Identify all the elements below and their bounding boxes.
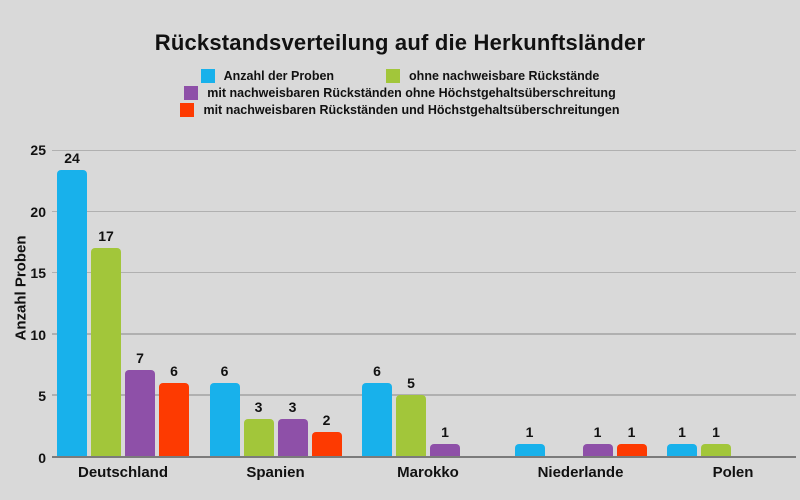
bar-value-label: 1 <box>678 423 686 440</box>
bar-group: 24 17 7 6 <box>57 150 189 456</box>
bar-slot: 1 <box>616 150 647 456</box>
bar-slot: 1 <box>430 150 460 456</box>
bar-value-label: 1 <box>441 423 449 440</box>
bar <box>514 443 545 456</box>
y-tick-label: 20 <box>30 203 46 220</box>
bar-value-label: 1 <box>712 423 720 440</box>
bar-value-label: 3 <box>254 399 263 416</box>
legend-swatch-icon <box>180 103 195 117</box>
bar-slot: 5 <box>396 150 426 456</box>
chart-title: Rückstandsverteilung auf die Herkunftslä… <box>154 30 646 55</box>
bar-value-label: 24 <box>64 150 80 166</box>
bar <box>57 170 87 456</box>
bar-slot: 1 <box>514 150 545 456</box>
gridline <box>52 271 796 274</box>
bar-slot <box>769 150 799 456</box>
y-tick-label: 10 <box>30 326 46 343</box>
y-tick-label: 0 <box>38 450 46 466</box>
bar <box>616 443 647 456</box>
bar <box>582 443 613 456</box>
bar <box>311 431 342 456</box>
bar <box>277 419 308 456</box>
bar-slot: 24 <box>57 150 87 456</box>
gridline <box>52 149 796 151</box>
bar <box>430 443 460 456</box>
legend: Anzahl der Proben ohne nachweisbare Rücks… <box>75 69 725 117</box>
legend-item-label: Anzahl der Proben <box>223 69 335 83</box>
bar-value-label: 6 <box>373 362 381 379</box>
x-category-label: Deutschland <box>77 464 168 481</box>
bar-value-label: 2 <box>322 411 331 428</box>
bar <box>396 394 426 456</box>
legend-item: ohne nachweisbare Rückstände <box>386 69 599 83</box>
bar <box>209 382 240 456</box>
bar-value-label: 6 <box>220 362 229 379</box>
bar-group: 6 5 1 <box>362 150 494 456</box>
legend-item: Anzahl der Proben <box>200 69 335 83</box>
bar-group: 6 3 3 2 <box>209 150 342 456</box>
x-category-label: Niederlande <box>537 464 624 481</box>
legend-swatch-icon <box>184 86 199 100</box>
bar-value-label: 5 <box>407 374 415 391</box>
bar-slot: 2 <box>311 150 342 456</box>
x-category-label: Marokko <box>397 464 459 481</box>
bar <box>701 443 731 456</box>
legend-item: mit nachweisbaren Rückständen und Höchst… <box>180 103 620 117</box>
bar-slot: 17 <box>91 150 121 456</box>
legend-item-label: mit nachweisbaren Rückständen ohne Höchs… <box>207 86 616 100</box>
bar <box>159 382 189 456</box>
bar-slot: 6 <box>159 150 189 456</box>
bar-slot: 3 <box>243 150 274 456</box>
bar-group: 1 1 1 <box>514 150 647 456</box>
bar <box>243 419 274 456</box>
y-tick-label: 15 <box>30 265 46 282</box>
bar-value-label: 1 <box>593 423 602 440</box>
bar-slot: 1 <box>667 150 697 456</box>
legend-swatch-icon <box>386 69 401 83</box>
bar-value-label: 3 <box>288 399 297 416</box>
bar-slot: 1 <box>701 150 731 456</box>
gridline <box>52 210 796 213</box>
bar <box>362 382 392 456</box>
plot-area: 24 17 7 6 6 3 3 2 6 5 1 1 1 1 1 1 <box>52 149 799 458</box>
x-category-label: Spanien <box>246 464 305 481</box>
bar-slot <box>549 150 579 456</box>
bar-value-label: 1 <box>627 423 636 440</box>
bar-slot: 1 <box>582 150 613 456</box>
bar-slot <box>735 150 765 456</box>
y-tick-label: 25 <box>30 142 46 158</box>
gridline <box>52 333 796 335</box>
bar-slot: 6 <box>209 150 240 456</box>
legend-item-label: mit nachweisbaren Rückständen und Höchst… <box>203 103 620 117</box>
bar <box>125 370 155 456</box>
y-tick-label: 5 <box>38 388 46 405</box>
bar-slot <box>464 150 494 456</box>
bar <box>91 247 121 456</box>
bar-value-label: 6 <box>170 362 178 379</box>
legend-item: mit nachweisbaren Rückständen ohne Höchs… <box>184 86 616 100</box>
legend-item-label: ohne nachweisbare Rückstände <box>409 69 600 83</box>
bar-slot: 6 <box>362 150 392 456</box>
bar-value-label: 7 <box>136 350 144 367</box>
x-category-label: Polen <box>712 464 754 481</box>
legend-swatch-icon <box>200 69 215 83</box>
bar-slot: 3 <box>277 150 308 456</box>
bar-value-label: 17 <box>98 227 114 244</box>
bar-value-label: 1 <box>525 423 534 440</box>
bar-slot: 7 <box>125 150 155 456</box>
bar <box>667 443 697 456</box>
